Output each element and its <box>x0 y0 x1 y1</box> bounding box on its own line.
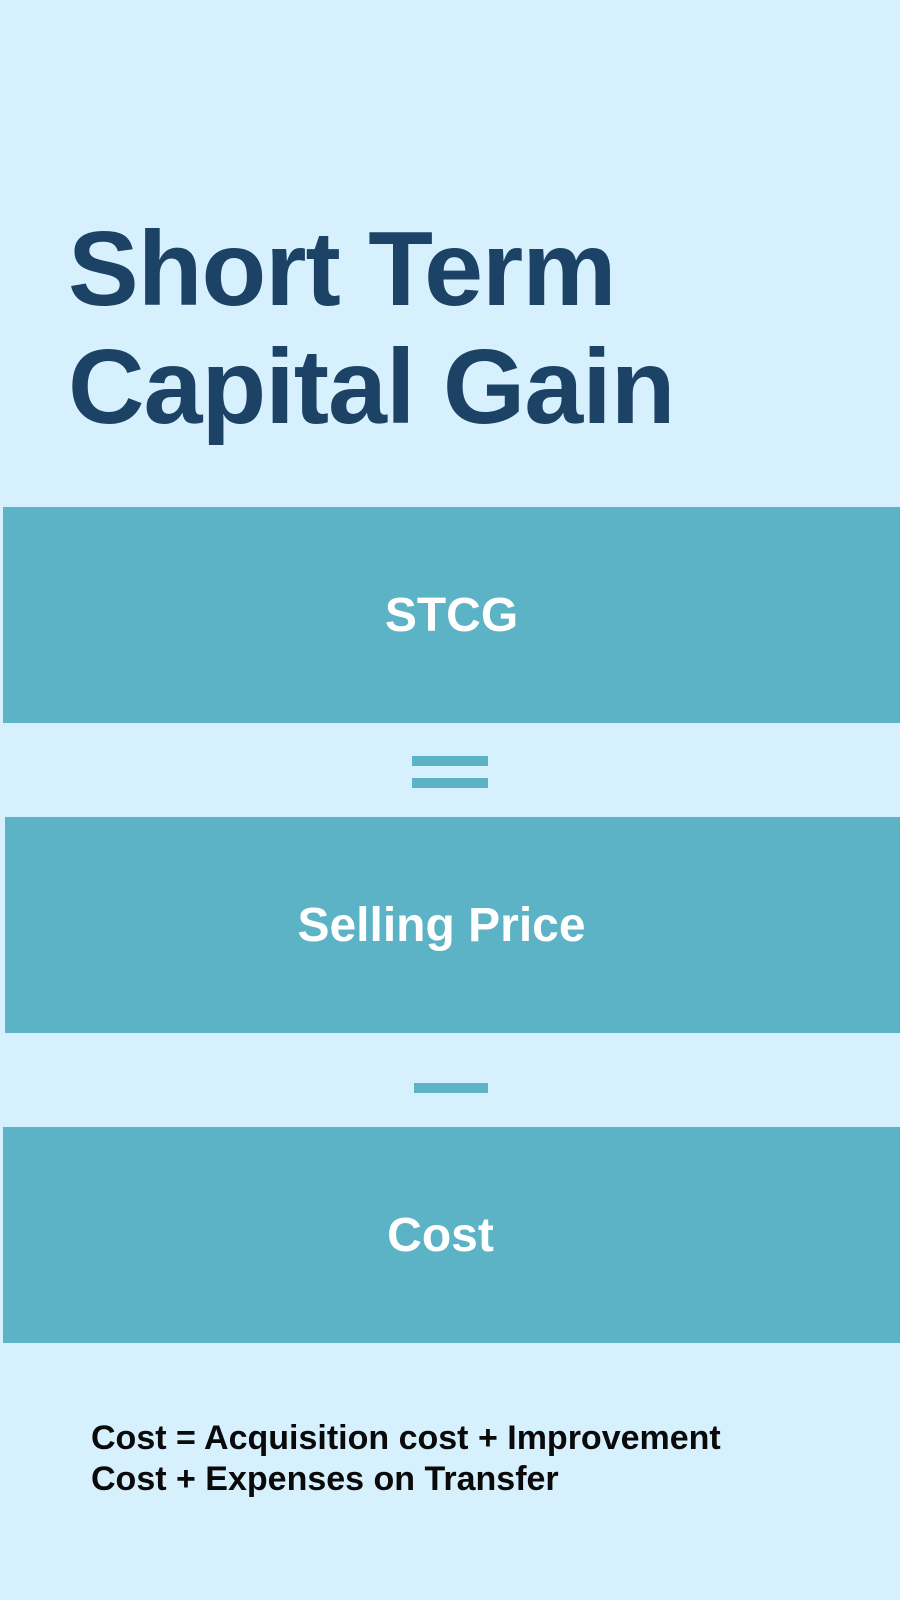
cost-definition-note: Cost = Acquisition cost + Improvement Co… <box>91 1418 721 1500</box>
title-line-1: Short Term <box>68 210 617 328</box>
title-line-2: Capital Gain <box>68 328 675 446</box>
selling-price-box: Selling Price <box>5 817 900 1033</box>
result-label: STCG <box>384 588 519 642</box>
result-box: STCG <box>3 507 900 723</box>
cost-label: Cost <box>387 1208 494 1262</box>
cost-box: Cost <box>3 1127 900 1343</box>
selling-price-label: Selling Price <box>297 898 586 952</box>
equals-sign-bottom-bar <box>412 778 488 788</box>
note-line-1: Cost = Acquisition cost + Improvement <box>91 1419 721 1457</box>
note-line-2: Cost + Expenses on Transfer <box>91 1460 559 1498</box>
minus-sign <box>414 1083 488 1093</box>
equals-sign-top-bar <box>412 756 488 766</box>
page-title: Short Term Capital Gain <box>68 210 675 446</box>
